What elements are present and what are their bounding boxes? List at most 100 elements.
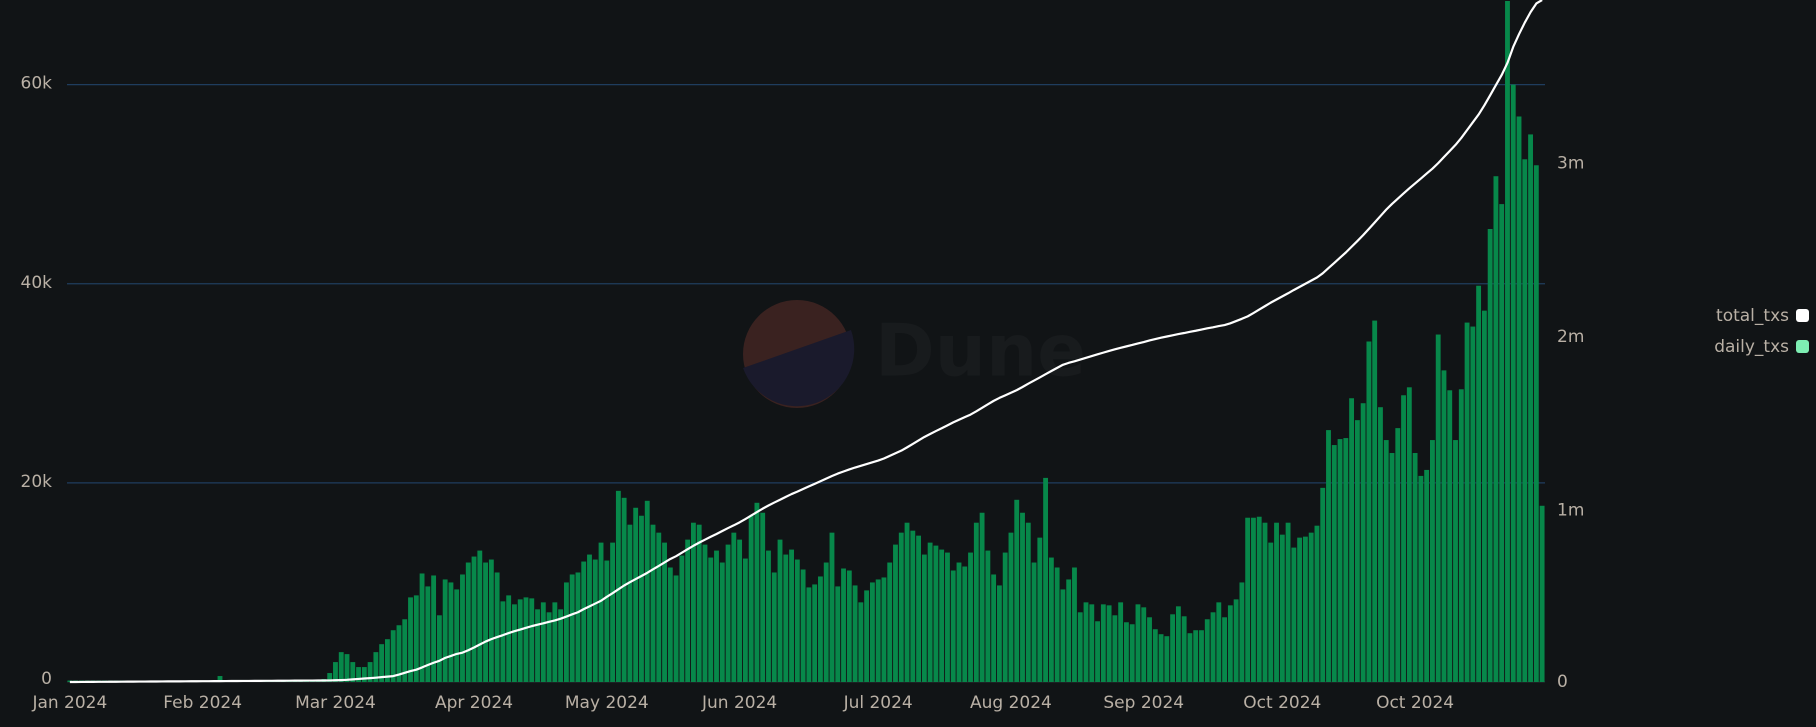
bar xyxy=(413,595,419,682)
bar xyxy=(1199,630,1204,682)
bar xyxy=(1487,228,1493,682)
bar xyxy=(777,539,783,682)
bar xyxy=(471,556,477,682)
bar xyxy=(1337,439,1343,682)
bar xyxy=(771,572,777,682)
bar xyxy=(1256,516,1262,682)
bar xyxy=(968,552,973,682)
bar xyxy=(1435,334,1441,682)
bar xyxy=(1499,204,1505,683)
bar xyxy=(858,602,864,682)
bar xyxy=(350,662,356,682)
bar xyxy=(1528,134,1533,682)
bar xyxy=(1216,602,1222,682)
bar xyxy=(1412,453,1418,682)
bar xyxy=(696,524,702,682)
bar xyxy=(864,590,870,682)
bar xyxy=(1072,567,1077,682)
bar xyxy=(1476,285,1482,682)
bar xyxy=(1441,370,1447,682)
bar xyxy=(1106,605,1112,682)
bar xyxy=(1181,616,1187,682)
bar xyxy=(575,572,581,682)
bar xyxy=(483,562,488,682)
bar xyxy=(1383,440,1389,682)
y-tick-label: 0 xyxy=(41,669,52,689)
bar xyxy=(1354,420,1360,682)
bar xyxy=(1326,430,1331,682)
bar xyxy=(1158,634,1164,682)
bar xyxy=(910,530,916,682)
bar xyxy=(1222,617,1227,682)
y2-tick-label: 0 xyxy=(1557,672,1568,692)
bar xyxy=(529,598,535,682)
bar xyxy=(627,524,633,682)
bar xyxy=(950,570,956,682)
bar xyxy=(1164,636,1170,682)
bar xyxy=(1510,84,1516,682)
bar xyxy=(396,625,402,682)
bar xyxy=(552,602,558,682)
legend-label: total_txs xyxy=(1716,306,1789,326)
bar xyxy=(685,539,691,682)
y-tick-label: 40k xyxy=(21,273,53,293)
bar xyxy=(1210,612,1216,682)
bar xyxy=(789,549,794,682)
bar xyxy=(783,554,789,682)
legend-swatch xyxy=(1796,309,1809,322)
bar xyxy=(806,587,812,682)
bar xyxy=(823,562,829,682)
bar xyxy=(494,572,500,682)
bar xyxy=(1343,438,1349,682)
y-tick-label: 20k xyxy=(21,472,53,492)
bar xyxy=(731,532,737,682)
bar xyxy=(841,568,846,682)
bar xyxy=(1118,602,1124,682)
bar xyxy=(1129,624,1135,682)
bar xyxy=(742,558,748,682)
bar xyxy=(1458,389,1464,682)
bar xyxy=(431,575,437,682)
bar xyxy=(442,579,448,682)
bar xyxy=(835,586,841,682)
x-tick-label: Sep 2024 xyxy=(1103,693,1184,713)
bar xyxy=(1152,629,1158,682)
bar xyxy=(662,542,667,682)
bar xyxy=(540,602,546,682)
bar xyxy=(725,544,731,682)
bar xyxy=(587,554,592,682)
bar xyxy=(1447,390,1453,682)
bar xyxy=(1147,617,1152,682)
bar xyxy=(367,662,373,682)
bar xyxy=(644,500,650,682)
bar xyxy=(737,539,743,682)
bar xyxy=(1401,395,1406,682)
bar xyxy=(869,582,875,682)
bar xyxy=(1360,403,1366,682)
bar xyxy=(794,559,800,682)
bar xyxy=(1100,604,1106,682)
y2-tick-label: 3m xyxy=(1557,153,1584,173)
watermark-logo-lower xyxy=(743,330,855,407)
bar xyxy=(1233,599,1239,682)
bar xyxy=(1193,630,1199,682)
bar xyxy=(852,585,858,682)
bar xyxy=(1291,547,1297,682)
bar xyxy=(1141,607,1147,682)
bar xyxy=(927,542,933,682)
bar xyxy=(1481,310,1487,682)
bar xyxy=(1066,579,1072,682)
bar xyxy=(1187,633,1193,682)
bar xyxy=(1124,622,1129,682)
bar xyxy=(1320,487,1326,682)
bar xyxy=(425,586,431,682)
bar xyxy=(1002,552,1008,682)
bar xyxy=(1025,522,1031,682)
bar xyxy=(592,559,598,682)
bar xyxy=(1533,165,1539,682)
bar xyxy=(373,652,379,682)
bar xyxy=(1378,407,1383,682)
bar xyxy=(1054,567,1060,682)
bar xyxy=(893,544,898,682)
x-tick-label: Jun 2024 xyxy=(701,693,777,713)
